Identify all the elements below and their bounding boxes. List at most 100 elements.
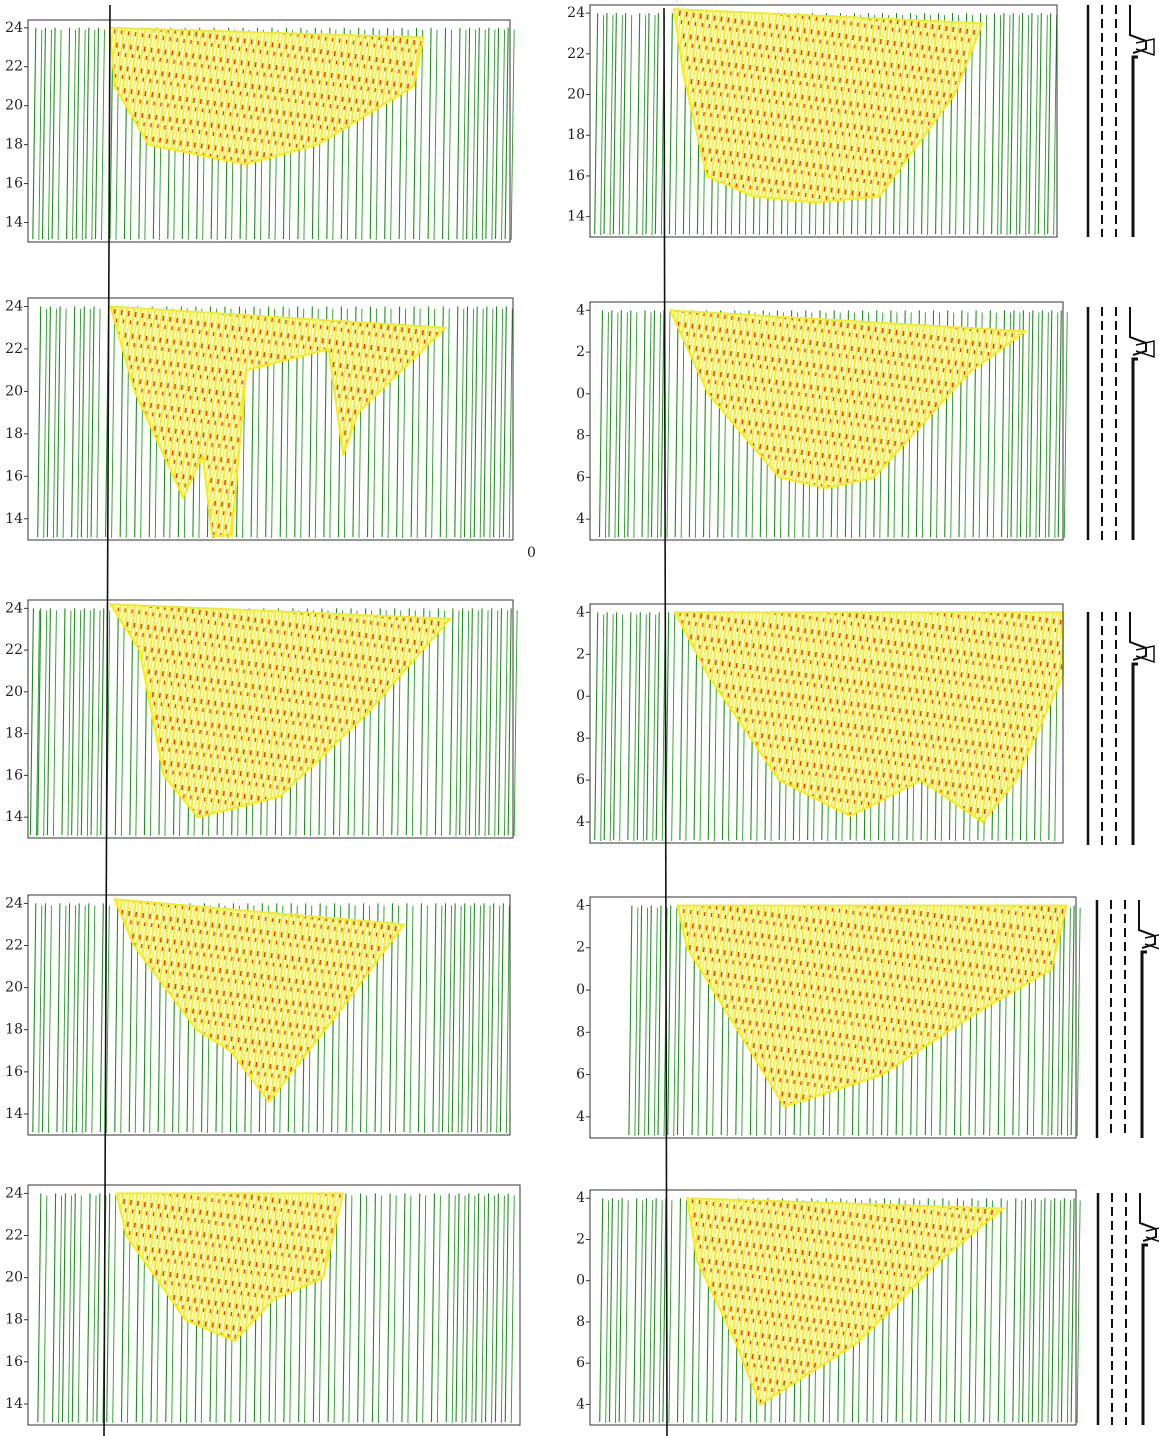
trajectory xyxy=(1047,13,1052,235)
trajectory xyxy=(485,27,490,240)
trajectory xyxy=(52,610,57,837)
trajectory xyxy=(496,905,501,1134)
trajectory xyxy=(1066,907,1071,1137)
trajectory xyxy=(1048,310,1053,538)
y-tick-label: 20 xyxy=(5,98,23,114)
trajectory xyxy=(51,27,56,240)
trajectory xyxy=(674,310,679,538)
trajectory xyxy=(80,608,85,836)
trajectory xyxy=(466,27,471,240)
axes-frame xyxy=(589,301,1064,541)
trajectory xyxy=(654,13,659,235)
trajectory xyxy=(491,29,496,241)
trajectory xyxy=(627,612,632,841)
trajectory xyxy=(81,905,86,1134)
road-line xyxy=(1129,5,1147,54)
trajectory xyxy=(445,1193,450,1423)
y-tick-label: 2 xyxy=(576,940,585,956)
trajectory xyxy=(499,903,504,1133)
trajectory xyxy=(472,29,477,241)
trajectory xyxy=(43,610,48,837)
trajectory xyxy=(1007,312,1011,539)
trajectory xyxy=(438,905,443,1134)
trajectory xyxy=(462,29,467,241)
trajectory xyxy=(409,905,414,1134)
trajectory xyxy=(974,1200,979,1424)
trajectory xyxy=(614,312,619,539)
trajectory xyxy=(1070,905,1075,1136)
y-tick-label: 8 xyxy=(576,1314,585,1330)
reference-line xyxy=(103,4,111,1436)
y-tick-label: 16 xyxy=(5,1354,23,1370)
trajectory xyxy=(603,612,608,841)
trajectory xyxy=(1010,310,1015,538)
trajectory xyxy=(66,27,71,240)
trajectory xyxy=(641,310,646,538)
trajectory xyxy=(622,13,627,235)
trajectory xyxy=(1044,312,1049,539)
trajectory xyxy=(441,903,447,1133)
axes-frame xyxy=(27,599,514,839)
trajectory xyxy=(647,312,652,539)
trajectory xyxy=(636,13,641,235)
y-tick-label: 20 xyxy=(5,980,23,996)
y-tick-label: 8 xyxy=(576,730,585,746)
y-tick-label: 16 xyxy=(5,176,23,192)
trajectory xyxy=(66,903,71,1133)
trajectory xyxy=(105,905,110,1134)
trajectory xyxy=(460,308,465,539)
trajectory xyxy=(90,608,95,836)
trajectory xyxy=(1076,907,1081,1137)
trajectory xyxy=(92,1195,97,1424)
trajectory xyxy=(636,612,641,841)
trajectory xyxy=(363,1195,368,1424)
road-line xyxy=(1129,307,1147,356)
trajectory xyxy=(91,905,96,1134)
trajectory xyxy=(479,308,484,539)
trajectory xyxy=(618,15,623,236)
trajectory xyxy=(1054,312,1059,539)
trajectory xyxy=(1000,13,1005,235)
trajectory xyxy=(473,306,478,538)
trajectory xyxy=(1034,15,1039,236)
trajectory xyxy=(685,614,690,842)
road-line xyxy=(1138,900,1156,949)
y-tick-label: 0 xyxy=(576,688,585,704)
trajectory xyxy=(633,614,638,842)
trajectory xyxy=(86,1193,91,1423)
trajectory xyxy=(594,13,599,235)
road-line xyxy=(1135,38,1155,57)
trajectory xyxy=(1021,1198,1027,1423)
y-tick-label: 16 xyxy=(5,1064,23,1080)
trajectory xyxy=(465,1193,470,1423)
trajectory xyxy=(129,608,134,836)
trajectory xyxy=(448,905,452,1134)
trajectory xyxy=(501,29,505,241)
trajectory xyxy=(1070,1198,1075,1423)
trajectory xyxy=(386,1193,391,1423)
trajectory xyxy=(1035,312,1040,539)
y-tick-label: 24 xyxy=(567,5,585,21)
trajectory xyxy=(657,905,662,1136)
trajectory xyxy=(96,1193,101,1423)
trajectory xyxy=(37,1193,42,1423)
trajectory xyxy=(114,608,119,836)
y-tick-label: 4 xyxy=(576,814,585,830)
y-tick-label: 4 xyxy=(576,1190,585,1206)
trajectory xyxy=(989,1200,994,1424)
trajectory xyxy=(614,1200,619,1424)
trajectory xyxy=(1060,1198,1065,1423)
trajectory xyxy=(510,1195,515,1424)
trajectory xyxy=(598,310,604,538)
trajectory xyxy=(392,1195,397,1424)
trajectory xyxy=(32,27,37,240)
trajectory xyxy=(1015,15,1020,236)
trajectory xyxy=(434,608,439,836)
trajectory xyxy=(617,310,622,538)
panel: 4 6 8 0 2 4 xyxy=(576,896,1081,1139)
trajectory xyxy=(638,905,643,1136)
axes-frame xyxy=(589,603,1064,844)
y-tick-label: 2 xyxy=(576,646,585,662)
trajectory xyxy=(71,608,76,836)
